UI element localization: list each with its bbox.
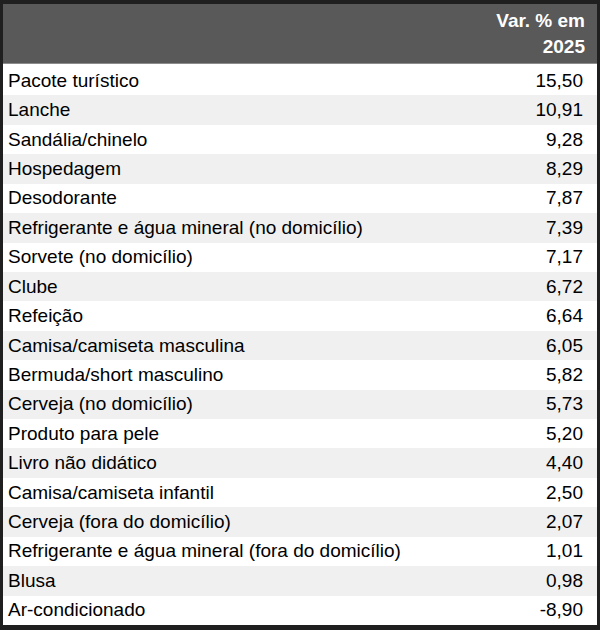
row-value: 4,40 [546, 452, 583, 474]
row-label: Blusa [8, 570, 56, 592]
row-label: Sorvete (no domicílio) [8, 246, 193, 268]
table-row: Camisa/camiseta masculina 6,05 [3, 331, 597, 360]
table-row: Blusa 0,98 [3, 566, 597, 595]
table-row: Pacote turístico 15,50 [3, 66, 597, 95]
row-value: 2,07 [546, 511, 583, 533]
row-value: 8,29 [546, 158, 583, 180]
table-rows: Pacote turístico 15,50 Lanche 10,91 Sandália… [3, 64, 597, 625]
row-value: 0,98 [546, 570, 583, 592]
row-label: Produto para pele [8, 423, 159, 445]
row-label: Camisa/camiseta masculina [8, 335, 245, 357]
row-label: Refeição [8, 305, 83, 327]
row-label: Desodorante [8, 187, 117, 209]
row-label: Refrigerante e água mineral (fora do dom… [8, 540, 401, 562]
table-row: Ar-condicionado -8,90 [3, 596, 597, 625]
row-value: -8,90 [540, 599, 583, 621]
table-row: Refeição 6,64 [3, 301, 597, 330]
inflation-variation-table: Var. % em 2025 Pacote turístico 15,50 Lanc… [0, 0, 600, 630]
table-row: Refrigerante e água mineral (fora do dom… [3, 537, 597, 566]
row-label: Ar-condicionado [8, 599, 145, 621]
table-row: Cerveja (fora do domicílio) 2,07 [3, 507, 597, 536]
table-row: Sandália/chinelo 9,28 [3, 125, 597, 154]
row-label: Camisa/camiseta infantil [8, 482, 214, 504]
row-value: 5,73 [546, 393, 583, 415]
column-header-var-pct-2025: Var. % em 2025 [3, 4, 597, 64]
table-row: Lanche 10,91 [3, 95, 597, 124]
row-value: 5,20 [546, 423, 583, 445]
row-value: 7,17 [546, 246, 583, 268]
table-row: Clube 6,72 [3, 272, 597, 301]
table-row: Camisa/camiseta infantil 2,50 [3, 478, 597, 507]
row-value: 7,87 [546, 187, 583, 209]
row-label: Cerveja (fora do domicílio) [8, 511, 231, 533]
row-value: 5,82 [546, 364, 583, 386]
table-row: Refrigerante e água mineral (no domicíli… [3, 213, 597, 242]
row-value: 1,01 [546, 540, 583, 562]
row-label: Livro não didático [8, 452, 157, 474]
table-row: Bermuda/short masculino 5,82 [3, 360, 597, 389]
row-label: Pacote turístico [8, 70, 139, 92]
table-row: Cerveja (no domicílio) 5,73 [3, 390, 597, 419]
row-label: Sandália/chinelo [8, 129, 147, 151]
row-value: 9,28 [546, 129, 583, 151]
column-header-line-2: 2025 [543, 34, 585, 60]
row-label: Lanche [8, 99, 70, 121]
row-label: Refrigerante e água mineral (no domicíli… [8, 217, 363, 239]
row-value: 6,72 [546, 276, 583, 298]
row-value: 7,39 [546, 217, 583, 239]
table-row: Sorvete (no domicílio) 7,17 [3, 243, 597, 272]
row-value: 10,91 [535, 99, 583, 121]
row-value: 15,50 [535, 70, 583, 92]
row-label: Hospedagem [8, 158, 121, 180]
table-row: Hospedagem 8,29 [3, 154, 597, 183]
row-label: Cerveja (no domicílio) [8, 393, 193, 415]
row-label: Clube [8, 276, 58, 298]
row-value: 6,64 [546, 305, 583, 327]
row-label: Bermuda/short masculino [8, 364, 223, 386]
table-row: Desodorante 7,87 [3, 184, 597, 213]
column-header-line-1: Var. % em [496, 8, 585, 34]
table-row: Livro não didático 4,40 [3, 448, 597, 477]
table-row: Produto para pele 5,20 [3, 419, 597, 448]
row-value: 6,05 [546, 335, 583, 357]
row-value: 2,50 [546, 482, 583, 504]
